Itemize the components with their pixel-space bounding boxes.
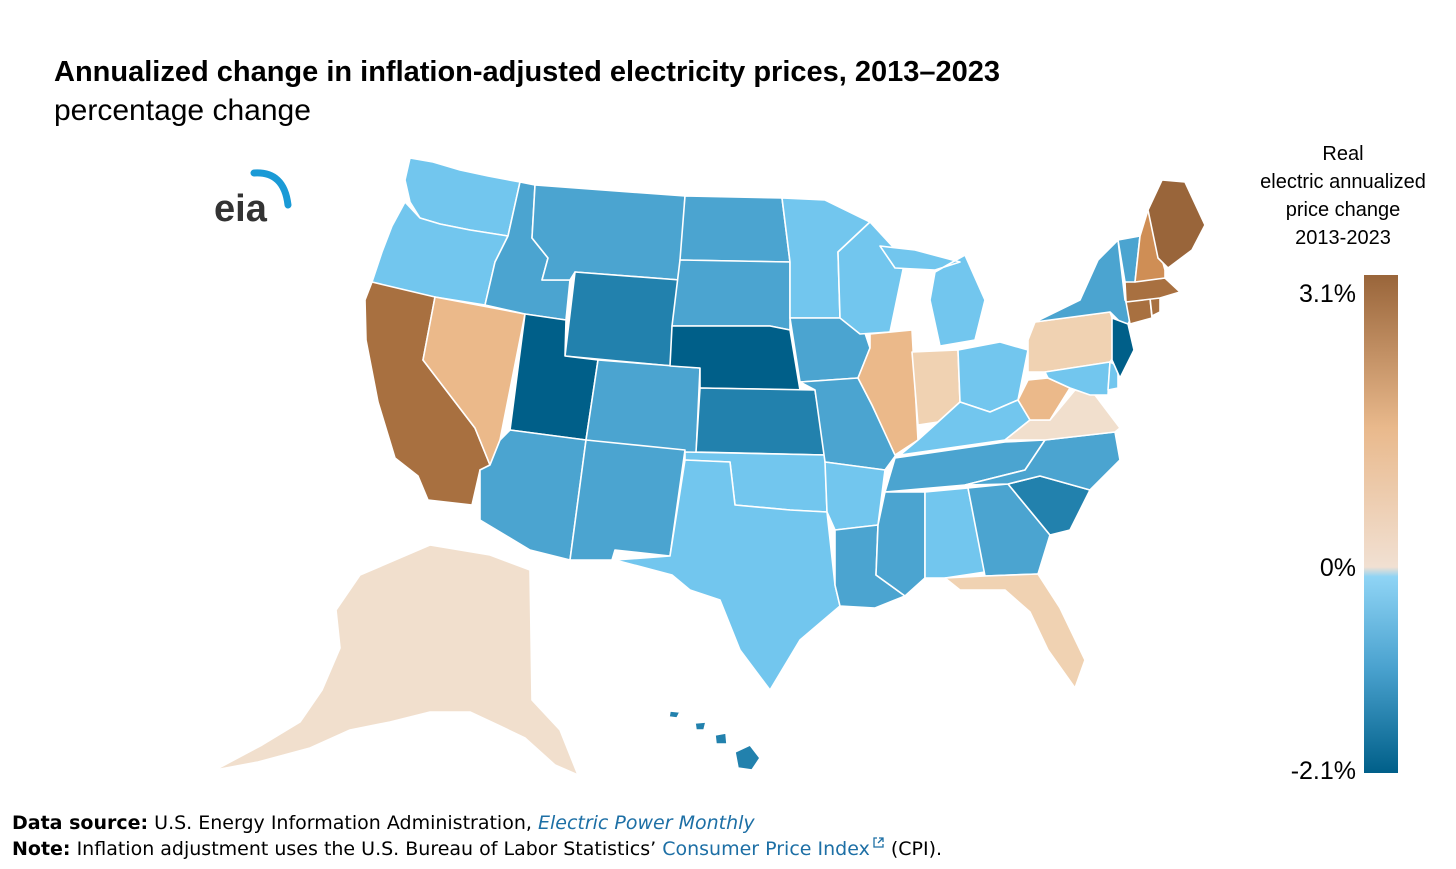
state-AL xyxy=(924,487,986,579)
state-AK xyxy=(214,544,579,776)
state-AZ xyxy=(479,429,587,561)
state-NJ xyxy=(1111,317,1135,379)
legend-title: Real electric annualized price change 20… xyxy=(1238,140,1448,252)
note-end-text: (CPI). xyxy=(890,838,943,860)
legend-title-line: 2013-2023 xyxy=(1295,227,1391,249)
chart-title: Annualized change in inflation-adjusted … xyxy=(54,56,1001,88)
state-HI xyxy=(668,710,761,771)
state-MS xyxy=(875,491,926,597)
external-link-icon xyxy=(873,837,884,848)
footer: Data source: U.S. Energy Information Adm… xyxy=(12,810,942,862)
eia-logo: eia xyxy=(214,169,292,227)
consumer-price-index-link[interactable]: Consumer Price Index xyxy=(662,837,885,860)
data-source-label: Data source: xyxy=(12,812,149,834)
legend-max-label: 3.1% xyxy=(1299,280,1356,308)
chart-subtitle: percentage change xyxy=(54,94,311,127)
legend-color-bar xyxy=(1364,275,1398,773)
eia-logo-arc xyxy=(250,169,292,209)
state-KS xyxy=(695,387,826,456)
eia-logo-text: eia xyxy=(214,188,268,227)
state-TX xyxy=(614,459,841,691)
data-source-text: U.S. Energy Information Administration, xyxy=(154,812,532,834)
data-source-line: Data source: U.S. Energy Information Adm… xyxy=(12,810,942,836)
state-ME xyxy=(1147,179,1206,269)
state-WY xyxy=(564,271,681,367)
consumer-price-index-link-text[interactable]: Consumer Price Index xyxy=(662,838,870,860)
state-RI xyxy=(1149,297,1161,317)
note-label: Note: xyxy=(12,838,71,860)
state-SD xyxy=(671,259,791,331)
state-AR xyxy=(824,461,886,531)
legend-zero-label: 0% xyxy=(1319,554,1356,582)
state-IL xyxy=(857,329,919,456)
state-NY xyxy=(1034,239,1135,329)
legend-title-line: price change xyxy=(1285,199,1401,221)
legend-title-line: electric annualized xyxy=(1260,171,1426,193)
state-NM xyxy=(569,439,686,561)
legend-min-label: -2.1% xyxy=(1290,757,1356,785)
note-text: Inflation adjustment uses the U.S. Burea… xyxy=(76,838,657,860)
electric-power-monthly-link[interactable]: Electric Power Monthly xyxy=(537,812,755,834)
state-FL xyxy=(944,573,1086,689)
legend-title-line: Real xyxy=(1322,143,1364,165)
state-MT xyxy=(531,184,686,281)
state-NH xyxy=(1134,209,1166,283)
state-MI xyxy=(879,245,986,347)
note-line: Note: Inflation adjustment uses the U.S.… xyxy=(12,836,942,862)
state-ND xyxy=(679,195,791,263)
